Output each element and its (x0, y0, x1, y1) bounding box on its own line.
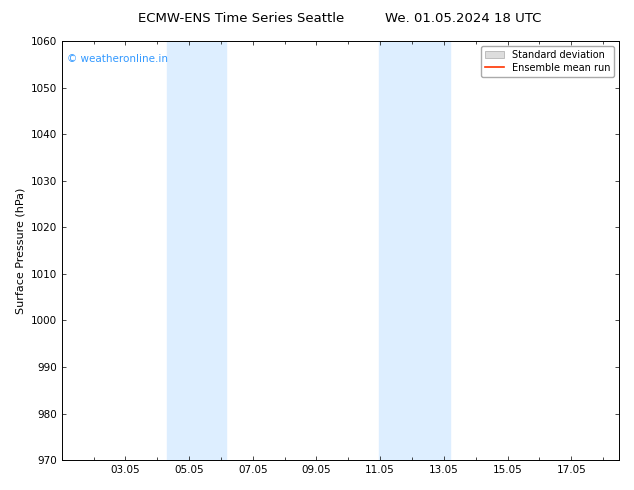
Bar (378, 41, 450, 460)
Legend: Standard deviation, Ensemble mean run: Standard deviation, Ensemble mean run (481, 46, 614, 76)
Text: © weatheronline.in: © weatheronline.in (67, 53, 168, 64)
Text: ECMW-ENS Time Series Seattle: ECMW-ENS Time Series Seattle (138, 12, 344, 25)
Bar (167, 41, 226, 460)
Text: We. 01.05.2024 18 UTC: We. 01.05.2024 18 UTC (385, 12, 541, 25)
Y-axis label: Surface Pressure (hPa): Surface Pressure (hPa) (15, 187, 25, 314)
